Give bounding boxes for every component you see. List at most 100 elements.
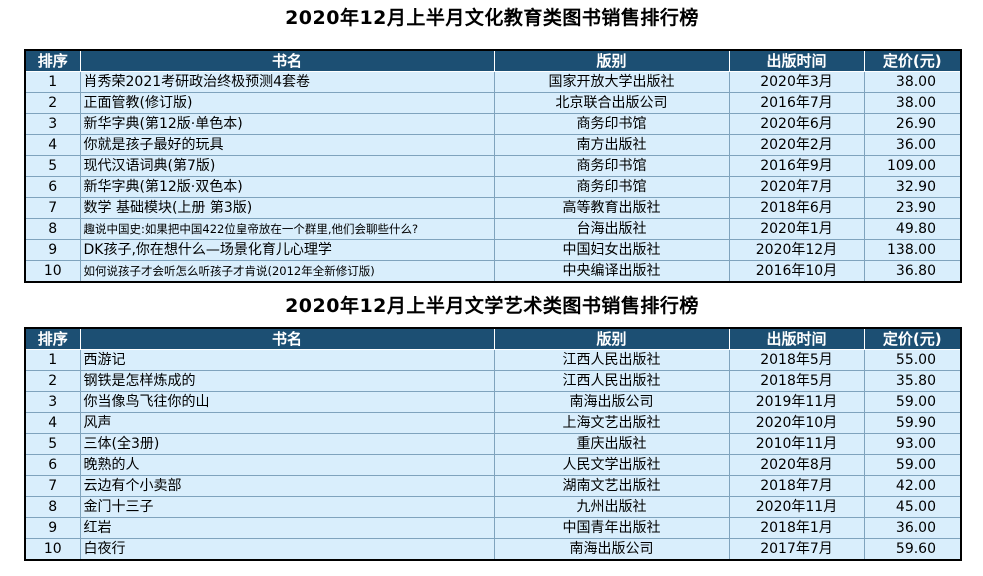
book-title-cell: DK孩子,你在想什么—场景化育儿心理学	[79, 239, 495, 261]
rank-cell: 5	[24, 155, 81, 177]
price-cell: 23.90	[863, 197, 962, 219]
price-cell: 59.60	[863, 538, 962, 561]
publisher-cell: 中国青年出版社	[493, 517, 730, 539]
rank-cell: 8	[24, 218, 81, 240]
pub-date-cell: 2010年11月	[728, 433, 865, 455]
pub-date-cell: 2016年9月	[728, 155, 865, 177]
table-row: 6 新华字典(第12版·双色本) 商务印书馆 2020年7月 32.90	[24, 176, 962, 198]
rank-cell: 5	[24, 433, 81, 455]
table-row: 9 DK孩子,你在想什么—场景化育儿心理学 中国妇女出版社 2020年12月 138.0…	[24, 239, 962, 261]
table-row: 6 晚熟的人 人民文学出版社 2020年8月 59.00	[24, 454, 962, 476]
publisher-cell: 高等教育出版社	[493, 197, 730, 219]
pub-date-cell: 2018年5月	[728, 349, 865, 371]
price-cell: 55.00	[863, 349, 962, 371]
publisher-cell: 南海出版公司	[493, 538, 730, 561]
price-cell: 36.80	[863, 260, 962, 283]
rank-cell: 2	[24, 370, 81, 392]
book-title-cell: 三体(全3册)	[79, 433, 495, 455]
table-row: 8 趣说中国史:如果把中国422位皇帝放在一个群里,他们会聊些什么? 台海出版社 20…	[24, 218, 962, 240]
rank-cell: 3	[24, 113, 81, 135]
pub-date-cell: 2020年8月	[728, 454, 865, 476]
pub-date-cell: 2016年7月	[728, 92, 865, 114]
table-row: 4 风声 上海文艺出版社 2020年10月 59.90	[24, 412, 962, 434]
table-row: 3 新华字典(第12版·单色本) 商务印书馆 2020年6月 26.90	[24, 113, 962, 135]
price-cell: 109.00	[863, 155, 962, 177]
pub-date-cell: 2018年6月	[728, 197, 865, 219]
table-row: 9 红岩 中国青年出版社 2018年1月 36.00	[24, 517, 962, 539]
rank-cell: 6	[24, 454, 81, 476]
price-cell: 59.90	[863, 412, 962, 434]
publisher-cell: 南方出版社	[493, 134, 730, 156]
rank-cell: 10	[24, 538, 81, 561]
publisher-cell: 国家开放大学出版社	[493, 71, 730, 93]
publisher-cell: 上海文艺出版社	[493, 412, 730, 434]
book-title-cell: 西游记	[79, 349, 495, 371]
publisher-cell: 重庆出版社	[493, 433, 730, 455]
book-title-cell: 新华字典(第12版·单色本)	[79, 113, 495, 135]
book-title-cell: 你当像鸟飞往你的山	[79, 391, 495, 413]
table-row: 8 金门十三子 九州出版社 2020年11月 45.00	[24, 496, 962, 518]
book-title-cell: 金门十三子	[79, 496, 495, 518]
book-title-cell: 新华字典(第12版·双色本)	[79, 176, 495, 198]
table-row: 4 你就是孩子最好的玩具 南方出版社 2020年2月 36.00	[24, 134, 962, 156]
header-row: 排序 书名 版别 出版时间 定价(元)	[24, 49, 962, 72]
table-row: 2 正面管教(修订版) 北京联合出版公司 2016年7月 38.00	[24, 92, 962, 114]
book-title-cell: 云边有个小卖部	[79, 475, 495, 497]
table-row: 5 三体(全3册) 重庆出版社 2010年11月 93.00	[24, 433, 962, 455]
publisher-cell: 南海出版公司	[493, 391, 730, 413]
pub-date-cell: 2017年7月	[728, 538, 865, 561]
book-title-cell: 白夜行	[79, 538, 495, 561]
publisher-cell: 商务印书馆	[493, 113, 730, 135]
table-row: 1 肖秀荣2021考研政治终极预测4套卷 国家开放大学出版社 2020年3月 38.00	[24, 71, 962, 93]
column-header-price: 定价(元)	[863, 327, 962, 350]
table-row: 10 如何说孩子才会听怎么听孩子才肯说(2012年全新修订版) 中央编译出版社 201…	[24, 260, 962, 283]
table-row: 3 你当像鸟飞往你的山 南海出版公司 2019年11月 59.00	[24, 391, 962, 413]
education-ranking-title: 2020年12月上半月文化教育类图书销售排行榜	[285, 7, 699, 29]
column-header-rank: 排序	[24, 327, 81, 350]
price-cell: 38.00	[863, 92, 962, 114]
publisher-cell: 江西人民出版社	[493, 349, 730, 371]
column-header-book-title: 书名	[79, 49, 495, 72]
pub-date-cell: 2020年12月	[728, 239, 865, 261]
book-title-cell: 现代汉语词典(第7版)	[79, 155, 495, 177]
pub-date-cell: 2020年11月	[728, 496, 865, 518]
pub-date-cell: 2020年10月	[728, 412, 865, 434]
rank-cell: 7	[24, 475, 81, 497]
price-cell: 38.00	[863, 71, 962, 93]
header-row: 排序 书名 版别 出版时间 定价(元)	[24, 327, 962, 350]
rank-cell: 1	[24, 71, 81, 93]
column-header-pub-date: 出版时间	[728, 327, 865, 350]
book-title-cell: 晚熟的人	[79, 454, 495, 476]
publisher-cell: 九州出版社	[493, 496, 730, 518]
publisher-cell: 北京联合出版公司	[493, 92, 730, 114]
publisher-cell: 中央编译出版社	[493, 260, 730, 283]
column-header-book-title: 书名	[79, 327, 495, 350]
table-row: 2 钢铁是怎样炼成的 江西人民出版社 2018年5月 35.80	[24, 370, 962, 392]
publisher-cell: 中国妇女出版社	[493, 239, 730, 261]
table-row: 5 现代汉语词典(第7版) 商务印书馆 2016年9月 109.00	[24, 155, 962, 177]
price-cell: 32.90	[863, 176, 962, 198]
price-cell: 35.80	[863, 370, 962, 392]
pub-date-cell: 2018年1月	[728, 517, 865, 539]
pub-date-cell: 2020年6月	[728, 113, 865, 135]
publisher-cell: 商务印书馆	[493, 155, 730, 177]
book-title-cell: 你就是孩子最好的玩具	[79, 134, 495, 156]
pub-date-cell: 2018年7月	[728, 475, 865, 497]
price-cell: 42.00	[863, 475, 962, 497]
rank-cell: 4	[24, 134, 81, 156]
column-header-pub-date: 出版时间	[728, 49, 865, 72]
column-header-publisher: 版别	[493, 327, 730, 350]
price-cell: 93.00	[863, 433, 962, 455]
rank-cell: 3	[24, 391, 81, 413]
publisher-cell: 湖南文艺出版社	[493, 475, 730, 497]
publisher-cell: 人民文学出版社	[493, 454, 730, 476]
literature-ranking-title: 2020年12月上半月文学艺术类图书销售排行榜	[285, 295, 699, 317]
price-cell: 138.00	[863, 239, 962, 261]
publisher-cell: 商务印书馆	[493, 176, 730, 198]
price-cell: 59.00	[863, 391, 962, 413]
price-cell: 45.00	[863, 496, 962, 518]
rank-cell: 9	[24, 239, 81, 261]
pub-date-cell: 2019年11月	[728, 391, 865, 413]
education-ranking-table: 排序 书名 版别 出版时间 定价(元) 1 肖秀荣2021考研政治终极预测4套卷 国家开放大学…	[24, 49, 962, 283]
rank-cell: 4	[24, 412, 81, 434]
